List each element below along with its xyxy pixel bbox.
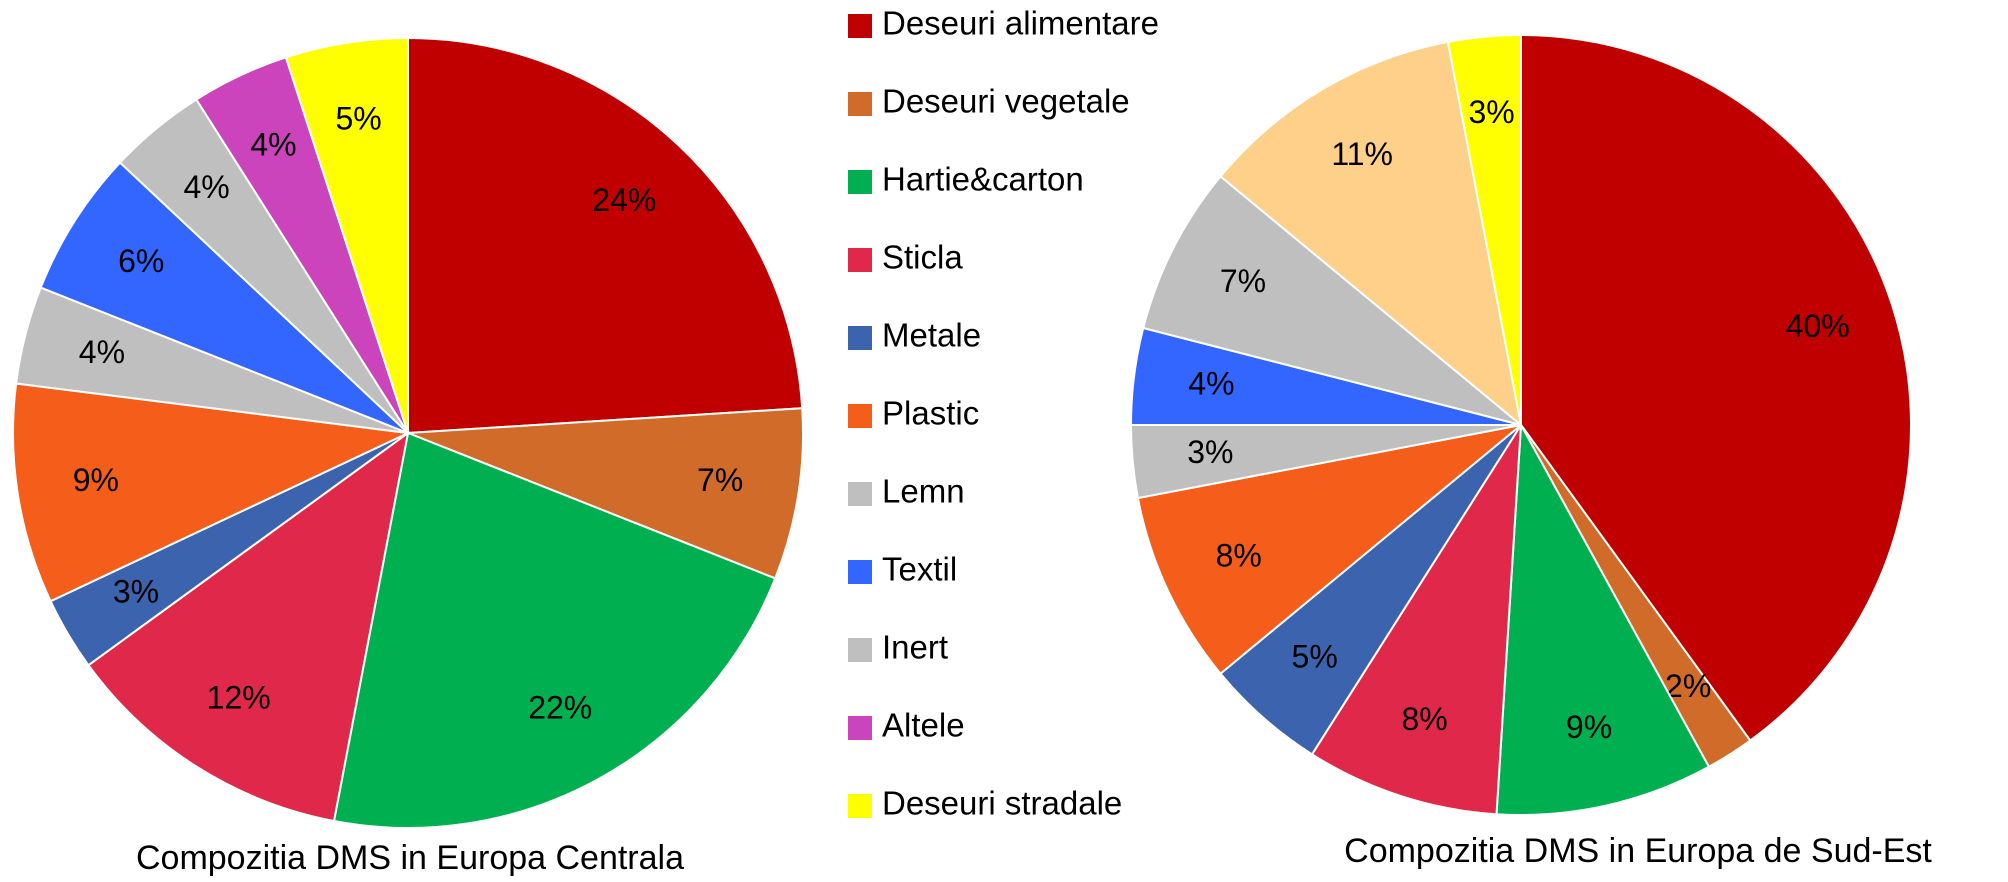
legend-label: Metale	[882, 317, 981, 354]
data-label: 7%	[1220, 263, 1266, 299]
pie-slice	[1495, 421, 1711, 816]
data-label: 4%	[250, 127, 296, 163]
legend-swatch	[848, 404, 872, 428]
data-label: 40%	[1786, 308, 1850, 344]
data-label: 8%	[1216, 537, 1262, 573]
data-label: 3%	[113, 573, 159, 609]
data-label: 8%	[1401, 701, 1447, 737]
data-label: 4%	[79, 334, 125, 370]
legend-label: Sticla	[882, 239, 963, 276]
data-label: 9%	[73, 462, 119, 498]
data-label: 6%	[118, 243, 164, 279]
data-label: 4%	[1188, 365, 1234, 401]
legend-label: Deseuri alimentare	[882, 5, 1159, 42]
legend-label: Plastic	[882, 395, 979, 432]
legend-swatch	[848, 716, 872, 740]
legend-swatch	[848, 560, 872, 584]
pie-slice	[1219, 40, 1523, 428]
pie-slice	[284, 36, 409, 434]
legend-label: Inert	[882, 629, 948, 666]
pie-slice	[39, 161, 409, 434]
legend-swatch	[848, 248, 872, 272]
data-label: 5%	[335, 100, 381, 136]
legend-swatch	[848, 482, 872, 506]
pie-slice	[332, 431, 777, 829]
pie-slice	[407, 407, 804, 580]
legend-label: Hartie&carton	[882, 161, 1084, 198]
data-label: 7%	[697, 462, 743, 498]
data-label: 12%	[207, 679, 271, 715]
pie-slice	[12, 382, 412, 603]
pie-slice	[1142, 174, 1522, 426]
chart-title: Compozitia DMS in Europa Centrala	[136, 839, 684, 877]
legend-swatch	[848, 170, 872, 194]
legend-label: Altele	[882, 707, 965, 744]
pie-slice	[1136, 424, 1522, 676]
data-label: 3%	[1187, 434, 1233, 470]
pie-slice	[1520, 33, 1912, 742]
legend-label: Deseuri stradale	[882, 785, 1122, 822]
legend-swatch	[848, 638, 872, 662]
legend-swatch	[848, 326, 872, 350]
pie-slice	[1310, 424, 1522, 816]
pie-slice	[407, 36, 804, 435]
legend-label: Textil	[882, 551, 957, 588]
data-label: 5%	[1292, 638, 1338, 674]
pie-slice	[1446, 33, 1522, 426]
legend-swatch	[848, 794, 872, 818]
pie-slice	[87, 430, 410, 823]
legend-swatch	[848, 92, 872, 116]
data-label: 3%	[1469, 94, 1515, 130]
legend-swatch	[848, 14, 872, 38]
data-label: 24%	[592, 182, 656, 218]
legend-label: Lemn	[882, 473, 965, 510]
data-label: 22%	[528, 689, 592, 725]
chart-title: Compozitia DMS in Europa de Sud-Est	[1344, 832, 1932, 870]
data-label: 11%	[1331, 136, 1393, 172]
data-label: 2%	[1665, 668, 1711, 704]
data-label: 9%	[1566, 709, 1612, 745]
data-label: 4%	[183, 169, 229, 205]
legend-label: Deseuri vegetale	[882, 83, 1130, 120]
